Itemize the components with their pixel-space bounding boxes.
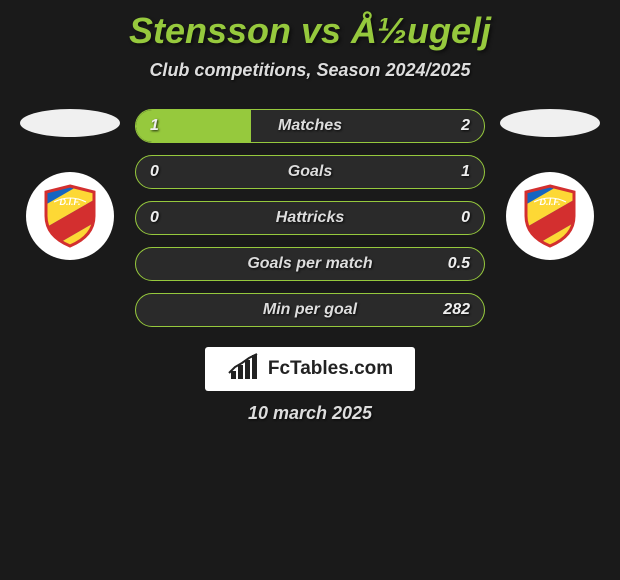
player-left-col: D.I.F. bbox=[15, 109, 125, 260]
page-title: Stensson vs Å½ugelj bbox=[0, 10, 620, 52]
player-right-col: D.I.F. bbox=[495, 109, 605, 260]
stat-value-right: 282 bbox=[443, 301, 470, 319]
stat-value-right: 0.5 bbox=[448, 255, 470, 273]
page-subtitle: Club competitions, Season 2024/2025 bbox=[0, 60, 620, 81]
stat-value-right: 0 bbox=[461, 209, 470, 227]
shield-icon: D.I.F. bbox=[42, 184, 98, 248]
stat-label: Goals bbox=[288, 163, 332, 181]
footer-brand-text: FcTables.com bbox=[268, 358, 393, 380]
stat-value-left: 0 bbox=[150, 209, 159, 227]
comparison-date: 10 march 2025 bbox=[0, 403, 620, 424]
main-row: D.I.F. 1 Matches 2 0 Goals 1 0 Hattricks 0 Goals … bbox=[0, 109, 620, 327]
stats-column: 1 Matches 2 0 Goals 1 0 Hattricks 0 Goals per mat… bbox=[135, 109, 485, 327]
stat-value-left: 1 bbox=[150, 117, 159, 135]
comparison-card: Stensson vs Å½ugelj Club competitions, S… bbox=[0, 0, 620, 434]
stat-value-left: 0 bbox=[150, 163, 159, 181]
shield-icon: D.I.F. bbox=[522, 184, 578, 248]
club-badge-left: D.I.F. bbox=[26, 172, 114, 260]
flag-right-placeholder bbox=[500, 109, 600, 137]
stat-value-right: 1 bbox=[461, 163, 470, 181]
stat-bar: 0 Goals 1 bbox=[135, 155, 485, 189]
stat-bar: Goals per match 0.5 bbox=[135, 247, 485, 281]
stat-bar: 0 Hattricks 0 bbox=[135, 201, 485, 235]
stat-label: Matches bbox=[278, 117, 342, 135]
stat-bar: 1 Matches 2 bbox=[135, 109, 485, 143]
flag-left-placeholder bbox=[20, 109, 120, 137]
footer-brand-logo[interactable]: FcTables.com bbox=[205, 347, 415, 391]
svg-text:D.I.F.: D.I.F. bbox=[59, 197, 80, 207]
stat-label: Min per goal bbox=[263, 301, 357, 319]
stat-label: Goals per match bbox=[247, 255, 372, 273]
stat-bar: Min per goal 282 bbox=[135, 293, 485, 327]
club-badge-right: D.I.F. bbox=[506, 172, 594, 260]
svg-text:D.I.F.: D.I.F. bbox=[539, 197, 560, 207]
chart-icon bbox=[227, 353, 263, 386]
stat-value-right: 2 bbox=[461, 117, 470, 135]
stat-label: Hattricks bbox=[276, 209, 344, 227]
